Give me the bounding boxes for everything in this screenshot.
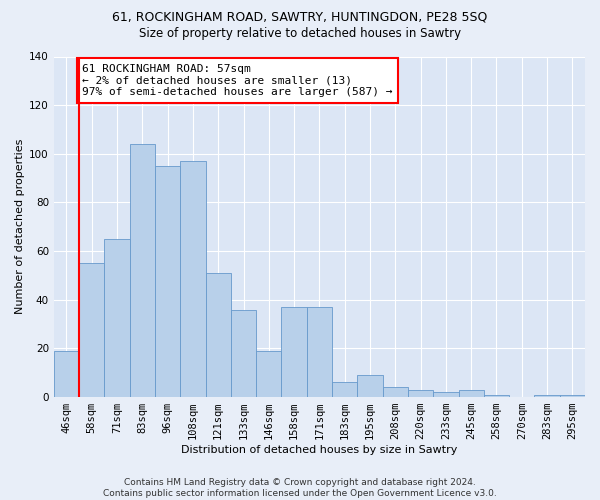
Bar	[458, 390, 484, 397]
Bar	[130, 144, 155, 397]
Bar	[332, 382, 358, 397]
Bar	[180, 161, 206, 397]
Bar	[535, 394, 560, 397]
Bar	[408, 390, 433, 397]
Bar	[79, 264, 104, 397]
Bar	[358, 375, 383, 397]
Bar	[383, 388, 408, 397]
Bar	[484, 394, 509, 397]
Bar	[433, 392, 458, 397]
Bar	[307, 307, 332, 397]
Y-axis label: Number of detached properties: Number of detached properties	[15, 139, 25, 314]
Bar	[155, 166, 180, 397]
Bar	[256, 351, 281, 397]
Bar	[231, 310, 256, 397]
Bar	[206, 273, 231, 397]
Text: 61, ROCKINGHAM ROAD, SAWTRY, HUNTINGDON, PE28 5SQ: 61, ROCKINGHAM ROAD, SAWTRY, HUNTINGDON,…	[112, 10, 488, 23]
Bar	[281, 307, 307, 397]
X-axis label: Distribution of detached houses by size in Sawtry: Distribution of detached houses by size …	[181, 445, 458, 455]
Bar	[54, 351, 79, 397]
Bar	[104, 239, 130, 397]
Text: Contains HM Land Registry data © Crown copyright and database right 2024.
Contai: Contains HM Land Registry data © Crown c…	[103, 478, 497, 498]
Text: 61 ROCKINGHAM ROAD: 57sqm
← 2% of detached houses are smaller (13)
97% of semi-d: 61 ROCKINGHAM ROAD: 57sqm ← 2% of detach…	[82, 64, 392, 97]
Text: Size of property relative to detached houses in Sawtry: Size of property relative to detached ho…	[139, 28, 461, 40]
Bar	[560, 394, 585, 397]
